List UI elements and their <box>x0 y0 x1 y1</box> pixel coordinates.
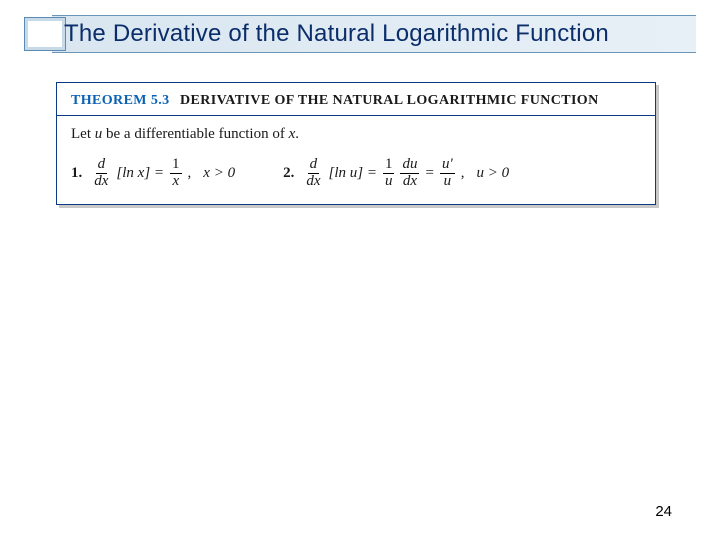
uprime-over-u: u′ u <box>440 157 455 190</box>
ddx-fraction: d dx <box>304 157 322 190</box>
formula-number: 2. <box>283 165 294 182</box>
frac-den: dx <box>304 174 322 190</box>
slide-title-bar: The Derivative of the Natural Logarithmi… <box>24 15 696 53</box>
title-bullet-icon <box>24 17 66 51</box>
frac-num: d <box>96 157 108 174</box>
frac-den: x <box>170 174 181 190</box>
equals: = <box>425 165 433 182</box>
formula-1: 1. d dx [ln x] = 1 x , x > 0 <box>71 157 235 190</box>
frac-num: 1 <box>170 157 182 174</box>
premise-text: Let <box>71 126 95 142</box>
frac-den: u <box>383 174 395 190</box>
formula-number: 1. <box>71 165 82 182</box>
ddx-fraction: d dx <box>92 157 110 190</box>
comma: , <box>461 165 465 182</box>
dudx-fraction: du dx <box>400 157 419 190</box>
condition: x > 0 <box>203 165 235 182</box>
formula-2: 2. d dx [ln u] = 1 u du dx = u′ u <box>283 157 509 190</box>
theorem-title: DERIVATIVE OF THE NATURAL LOGARITHMIC FU… <box>180 93 599 108</box>
frac-num: du <box>400 157 419 174</box>
comma: , <box>188 165 192 182</box>
one-over-x: 1 x <box>170 157 182 190</box>
premise-text2: be a differentiable function of <box>102 126 288 142</box>
theorem-box: THEOREM 5.3 DERIVATIVE OF THE NATURAL LO… <box>56 82 656 205</box>
frac-num: 1 <box>383 157 395 174</box>
frac-num: d <box>308 157 320 174</box>
frac-den: u <box>442 174 454 190</box>
bracket-lnx: [ln x] = <box>116 165 164 182</box>
theorem-header: THEOREM 5.3 DERIVATIVE OF THE NATURAL LO… <box>57 83 655 116</box>
one-over-u: 1 u <box>383 157 395 190</box>
bracket-lnu: [ln u] = <box>329 165 377 182</box>
page-number: 24 <box>655 503 672 520</box>
theorem-premise: Let u be a differentiable function of x. <box>71 126 641 143</box>
frac-num: u′ <box>440 157 455 174</box>
condition: u > 0 <box>476 165 509 182</box>
frac-den: dx <box>401 174 419 190</box>
formula-row: 1. d dx [ln x] = 1 x , x > 0 2. d dx <box>71 157 641 190</box>
theorem-label: THEOREM 5.3 <box>71 93 170 108</box>
premise-end: . <box>295 126 299 142</box>
slide-title: The Derivative of the Natural Logarithmi… <box>64 20 609 48</box>
frac-den: dx <box>92 174 110 190</box>
theorem-body: Let u be a differentiable function of x.… <box>57 116 655 204</box>
